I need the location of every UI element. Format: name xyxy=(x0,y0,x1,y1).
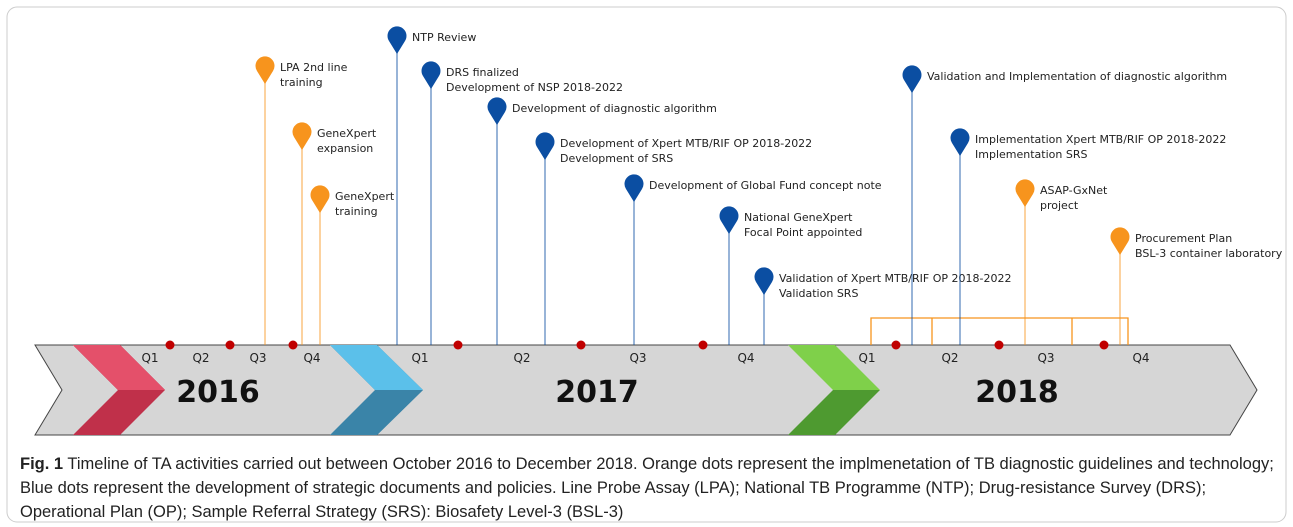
quarter-label: Q3 xyxy=(249,351,266,365)
event-label: NTP Review xyxy=(412,31,476,44)
event-label: National GeneXpert xyxy=(744,211,853,224)
event-label: Validation SRS xyxy=(779,287,858,300)
quarter-label: Q1 xyxy=(858,351,875,365)
event-label: Development of Xpert MTB/RIF OP 2018-202… xyxy=(560,137,812,150)
event-label: Validation and Implementation of diagnos… xyxy=(927,70,1227,83)
event-label: Procurement Plan xyxy=(1135,232,1232,245)
event-pin xyxy=(624,174,644,202)
event-label: Implementation Xpert MTB/RIF OP 2018-202… xyxy=(975,133,1226,146)
quarter-label: Q1 xyxy=(141,351,158,365)
caption: Fig. 1 Timeline of TA activities carried… xyxy=(20,452,1280,524)
event-label: project xyxy=(1040,199,1079,212)
event-pin xyxy=(902,65,922,93)
chevron xyxy=(788,345,880,390)
quarter-dots xyxy=(165,340,1109,350)
event-label: ASAP-GxNet xyxy=(1040,184,1108,197)
event-label: Development of SRS xyxy=(560,152,673,165)
quarter-label: Q4 xyxy=(303,351,320,365)
quarter-label: Q1 xyxy=(411,351,428,365)
caption-label: Fig. 1 xyxy=(20,455,64,473)
event-label: GeneXpert xyxy=(335,190,395,203)
event-label: Development of Global Fund concept note xyxy=(649,179,882,192)
event-label: Development of NSP 2018-2022 xyxy=(446,81,623,94)
event-label: GeneXpert xyxy=(317,127,377,140)
event-pin xyxy=(535,132,555,160)
chevron xyxy=(330,345,423,390)
event-label: training xyxy=(280,76,323,89)
event-pin xyxy=(292,122,312,150)
year-label: 2018 xyxy=(975,375,1059,410)
event-pin xyxy=(487,97,507,125)
quarter-label: Q2 xyxy=(941,351,958,365)
arrow-band xyxy=(34,344,1258,436)
event-label: DRS finalized xyxy=(446,66,519,79)
event-label: Implementation SRS xyxy=(975,148,1087,161)
event-pin xyxy=(255,56,275,84)
event-label: BSL-3 container laboratory xyxy=(1135,247,1283,260)
event-pin xyxy=(310,185,330,213)
quarter-label: Q2 xyxy=(513,351,530,365)
quarter-label: Q4 xyxy=(737,351,754,365)
caption-title: Timeline of TA activities carried out be… xyxy=(67,455,638,473)
event-label: LPA 2nd line xyxy=(280,61,348,74)
event-pin xyxy=(1015,179,1035,207)
chevron xyxy=(330,390,423,435)
event-pin xyxy=(1110,227,1130,255)
chevron xyxy=(73,345,165,390)
event-label: Validation of Xpert MTB/RIF OP 2018-2022 xyxy=(779,272,1011,285)
quarter-label: Q2 xyxy=(192,351,209,365)
event-pin xyxy=(421,61,441,89)
quarter-label: Q3 xyxy=(1037,351,1054,365)
event-label: Focal Point appointed xyxy=(744,226,862,239)
caption-text: Orange dots represent the implmenetation… xyxy=(20,455,1274,521)
event-pin xyxy=(950,128,970,156)
event-pin xyxy=(754,267,774,295)
bracket xyxy=(870,317,1129,345)
event-label: Development of diagnostic algorithm xyxy=(512,102,717,115)
chevron xyxy=(788,390,880,435)
event-label: expansion xyxy=(317,142,373,155)
event-pin xyxy=(719,206,739,234)
year-label: 2016 xyxy=(176,375,260,410)
quarter-label: Q3 xyxy=(629,351,646,365)
frame xyxy=(6,6,1287,523)
event-label: training xyxy=(335,205,378,218)
quarter-label: Q4 xyxy=(1132,351,1149,365)
year-label: 2017 xyxy=(555,375,639,410)
event-pin xyxy=(387,26,407,54)
